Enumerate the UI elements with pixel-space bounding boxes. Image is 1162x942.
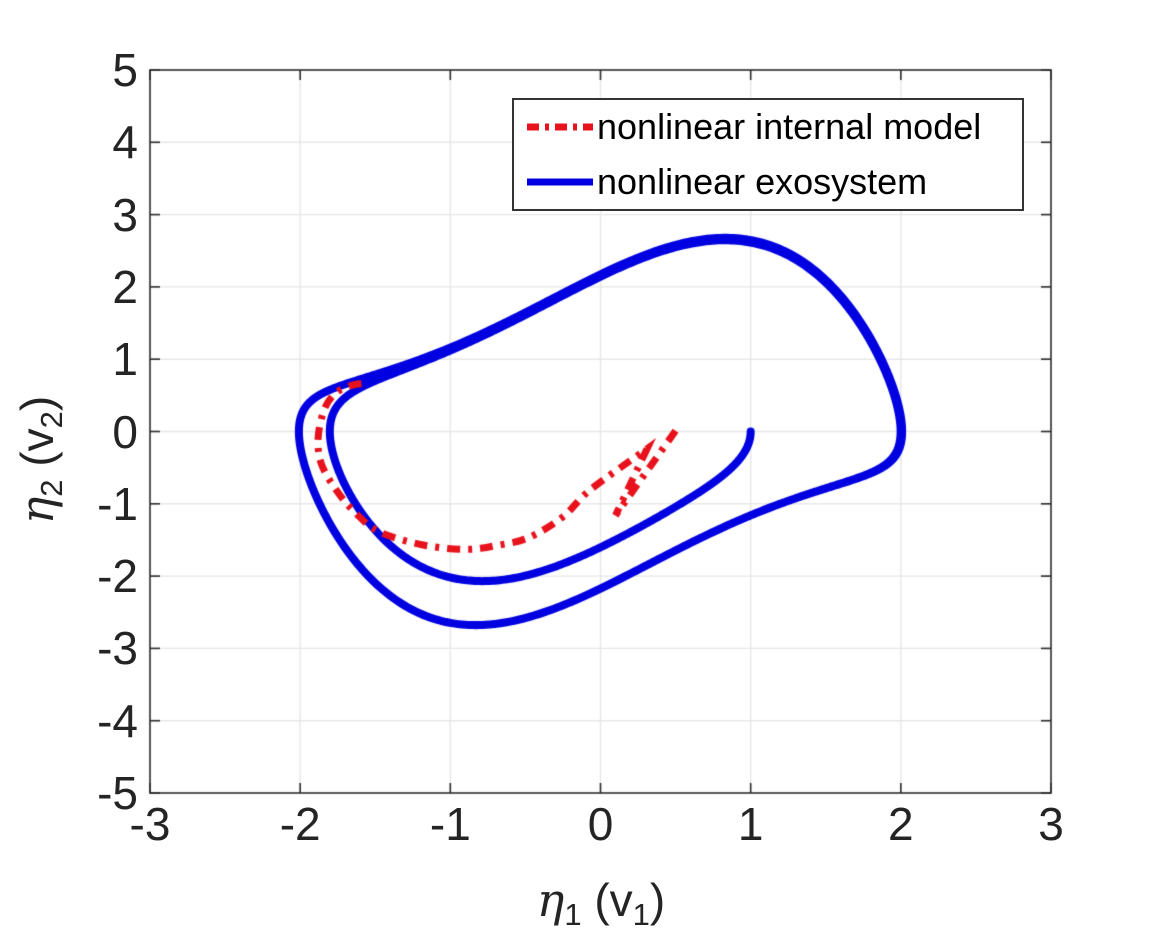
y-tick-label: 4 xyxy=(112,116,138,169)
y-axis-label: η2 (v2) xyxy=(10,309,69,611)
legend-label-exosystem: nonlinear exosystem xyxy=(597,160,928,202)
x-tick-label: 1 xyxy=(737,798,764,850)
legend-line-sample-dash-dot xyxy=(527,123,593,131)
y-axis-symbol-subscript: 2 xyxy=(34,479,69,497)
x-axis-paren-open: (v xyxy=(581,874,633,926)
y-tick-label: -1 xyxy=(97,477,138,530)
x-axis-paren-close: ) xyxy=(649,874,666,926)
x-axis-symbol: η xyxy=(536,873,565,927)
y-tick-label: 5 xyxy=(112,44,138,96)
x-tick-label: 0 xyxy=(587,798,614,850)
legend-label-internal-model: nonlinear internal model xyxy=(597,106,982,148)
y-axis-paren-open: (v xyxy=(11,428,63,480)
legend-box: nonlinear internal model nonlinear exosy… xyxy=(512,98,1024,211)
x-tick-label: -2 xyxy=(279,798,321,850)
y-tick-label: -4 xyxy=(97,694,138,747)
y-axis-paren-close: ) xyxy=(11,395,63,412)
y-tick-label: 2 xyxy=(112,260,138,313)
x-axis-label: η1 (v1) xyxy=(450,873,752,930)
x-axis-paren-subscript: 1 xyxy=(632,897,650,932)
y-axis-paren-subscript: 2 xyxy=(34,411,69,429)
y-tick-label: -2 xyxy=(97,550,138,603)
y-tick-label: 1 xyxy=(112,333,138,386)
x-tick-label: 2 xyxy=(888,798,914,850)
legend-entry-exosystem: nonlinear exosystem xyxy=(514,155,1022,210)
x-tick-label: -1 xyxy=(429,798,471,850)
x-axis-symbol-subscript: 1 xyxy=(564,897,582,932)
x-tick-label: 3 xyxy=(1038,798,1064,850)
legend-entry-internal-model: nonlinear internal model xyxy=(514,100,1022,155)
x-tick-label: -3 xyxy=(129,798,171,850)
y-tick-label: 0 xyxy=(112,405,138,458)
y-tick-label: 3 xyxy=(112,188,138,241)
y-tick-label: -3 xyxy=(97,622,138,675)
legend-line-sample-solid xyxy=(527,178,593,186)
y-axis-symbol: η xyxy=(10,496,64,525)
y-tick-label: -5 xyxy=(97,767,138,819)
